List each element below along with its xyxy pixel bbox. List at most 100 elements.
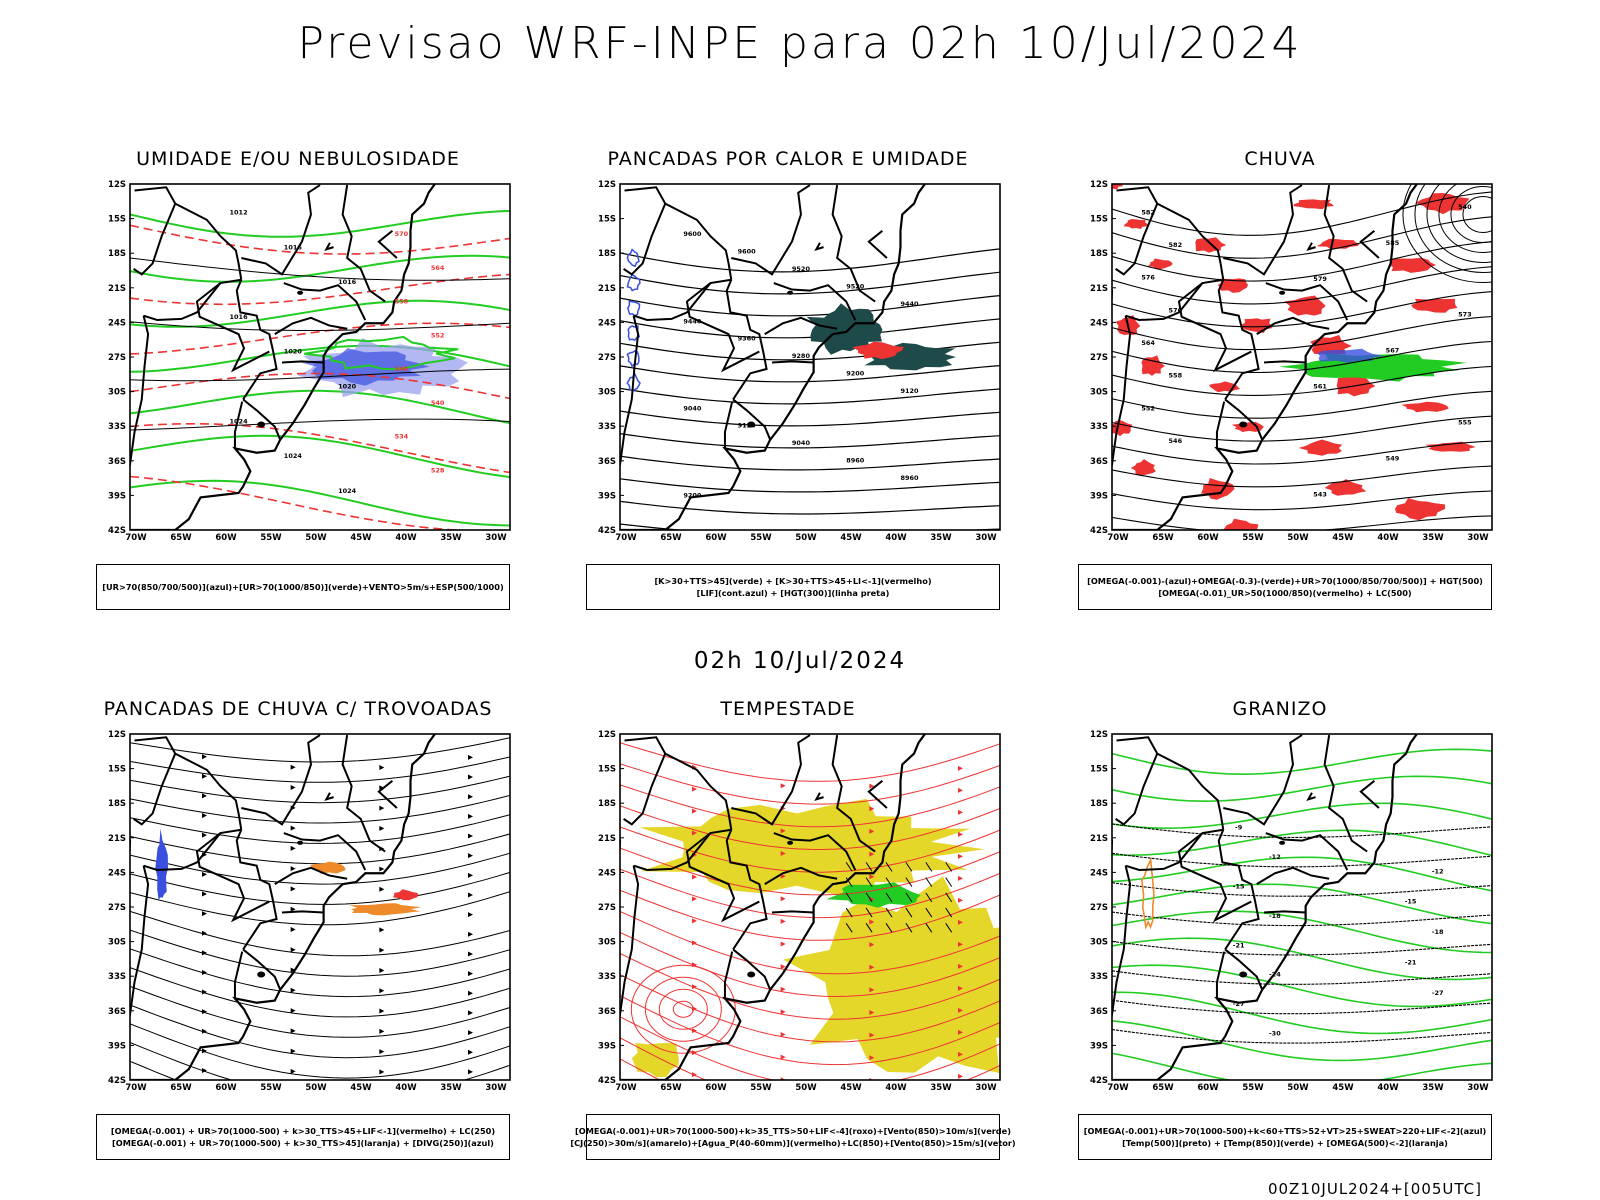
lat-tick-label: 30S — [108, 938, 126, 948]
wind-vector — [905, 877, 913, 887]
hgt500-contour — [1112, 365, 1492, 396]
contour-label: 1020 — [284, 348, 303, 356]
lon-tick-label: 60W — [705, 1083, 727, 1093]
lat-tick-label: 21S — [598, 834, 616, 844]
lat-tick-label: 24S — [108, 868, 126, 878]
streamline — [620, 931, 1000, 998]
legend-line: [CJ(250)>30m/s](amarelo)+[Agua_P(40-60mm… — [570, 1138, 1016, 1148]
contour-label: 9040 — [683, 404, 702, 412]
streamline-arrow — [468, 990, 473, 996]
contour-label: 546 — [1169, 437, 1183, 445]
streamline-arrow — [869, 896, 875, 902]
lon-tick-label: 35W — [440, 533, 462, 543]
state-border — [143, 282, 222, 322]
streamline — [130, 756, 510, 783]
lat-tick-label: 42S — [598, 526, 616, 536]
legend-line: [OMEGA(-0.001) + UR>70(1000-500) + k>30_… — [110, 1126, 496, 1136]
streamline-arrow — [379, 866, 385, 872]
wind-vector — [885, 862, 893, 872]
lon-tick-label: 35W — [1422, 533, 1444, 543]
streamline-arrow — [290, 1008, 296, 1014]
lon-tick-label: 65W — [170, 1083, 192, 1093]
panel-title: TEMPESTADE — [720, 698, 856, 720]
streamline-arrow — [202, 1068, 207, 1074]
state-border — [377, 230, 398, 259]
state-border — [1115, 753, 1159, 826]
lat-tick-label: 30S — [1090, 938, 1108, 948]
state-border — [867, 780, 888, 809]
state-border — [1217, 279, 1260, 400]
lagoon — [747, 421, 756, 428]
footer-run-label: 00Z10JUL2024+[005UTC] — [1267, 1180, 1482, 1198]
wind-vector — [865, 877, 873, 887]
panel-legend: [K>30+TTS>45](verde) + [K>30+TTS>45+LI<-… — [586, 564, 1000, 610]
legend-line: [OMEGA(-0.001)-(azul)+OMEGA(-0.3)-(verde… — [1087, 576, 1483, 586]
unstable-area — [852, 341, 904, 360]
lat-tick-label: 39S — [108, 1041, 126, 1051]
state-border — [725, 829, 768, 950]
lon-tick-label: 50W — [1287, 533, 1309, 543]
streamline — [620, 784, 1000, 828]
streamline-arrow — [780, 896, 786, 902]
contour-label: 9600 — [738, 248, 757, 256]
state-border — [723, 401, 734, 449]
streamline — [620, 953, 1000, 1020]
streamline — [130, 891, 510, 926]
state-border — [732, 948, 772, 991]
state-border — [867, 230, 888, 259]
thunder-area — [349, 903, 422, 916]
wind-vector — [945, 862, 953, 872]
lon-tick-label: 30W — [975, 533, 997, 543]
hgt500-contour — [1112, 315, 1492, 351]
precip-area — [1395, 498, 1446, 521]
state-border — [1256, 866, 1330, 886]
streamline-arrow — [692, 1094, 697, 1099]
temp500-contour — [1112, 882, 1492, 897]
lon-tick-label: 65W — [1152, 1083, 1174, 1093]
lat-tick-label: 21S — [1090, 834, 1108, 844]
lat-tick-label: 36S — [1090, 1007, 1108, 1017]
wind-vector — [925, 862, 933, 872]
temp850-contour — [1112, 991, 1492, 1035]
contour-label: -12 — [1269, 853, 1281, 861]
contour-label: 9520 — [846, 282, 865, 290]
reservoir — [1279, 290, 1286, 295]
streamline-arrow — [468, 1010, 473, 1016]
streamline-arrow — [468, 774, 473, 780]
high-center-contour — [1450, 185, 1492, 243]
contour-label: 579 — [1313, 275, 1327, 283]
contour-label: -30 — [1269, 1029, 1281, 1037]
state-border — [1306, 242, 1316, 251]
lon-tick-label: 60W — [1197, 1083, 1219, 1093]
hgt500-contour — [1112, 490, 1492, 511]
panel-legend: [OMEGA(-0.001)+UR>70(1000-500)+k>35_TTS>… — [570, 1114, 1016, 1160]
lif-contour — [626, 300, 641, 317]
map-background — [1112, 734, 1492, 1080]
legend-line: [OMEGA(-0.001) + UR>70(1000-500) + k>30_… — [112, 1138, 494, 1148]
lat-tick-label: 39S — [1090, 491, 1108, 501]
streamline — [620, 763, 1000, 805]
temp850-contour — [1112, 1052, 1492, 1080]
streamline-arrow — [202, 989, 207, 995]
streamline — [130, 910, 510, 957]
streamline — [130, 1042, 510, 1080]
contour-label: 546 — [395, 365, 409, 373]
state-border — [771, 360, 814, 364]
contour-label: 1020 — [338, 383, 357, 391]
state-border — [233, 401, 244, 449]
reservoir — [1279, 840, 1286, 845]
precip-area — [1141, 355, 1165, 376]
lat-tick-label: 15S — [598, 215, 616, 225]
hgt500-contour — [1112, 440, 1492, 465]
streamline-arrow — [290, 825, 296, 831]
streamline-arrow — [379, 1008, 385, 1014]
streamline-arrow — [869, 851, 875, 857]
wind-vector — [945, 892, 953, 903]
lat-tick-label: 33S — [598, 422, 616, 432]
contour-label: -9 — [1235, 824, 1243, 832]
lat-tick-label: 21S — [108, 284, 126, 294]
state-border — [1217, 829, 1260, 950]
streamline-arrow — [468, 754, 473, 760]
state-border — [1125, 832, 1204, 872]
streamline — [130, 929, 510, 977]
